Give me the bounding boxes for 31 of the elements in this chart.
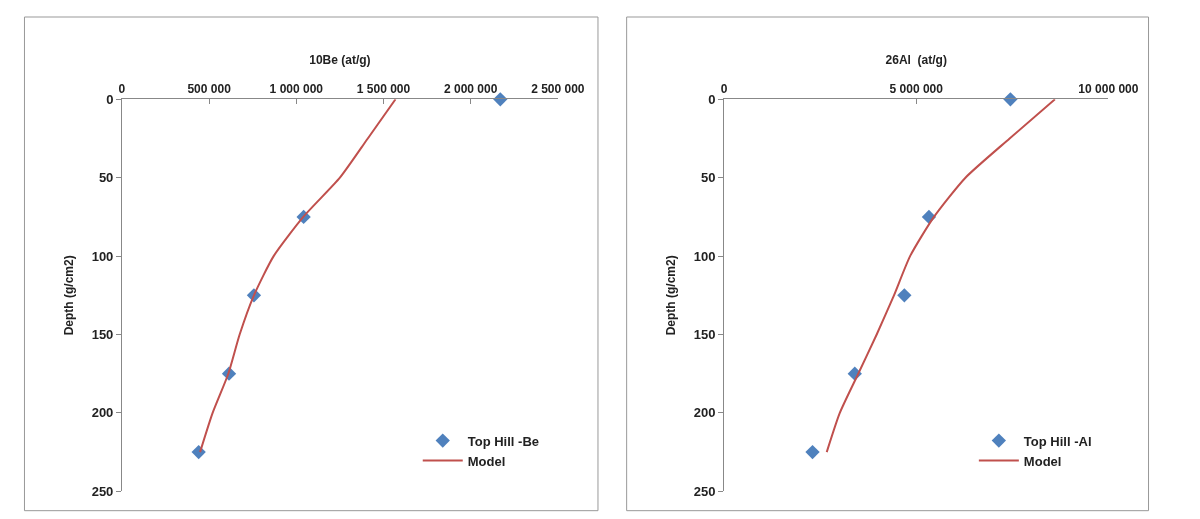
x-axis-title: 10Be (at/g) (309, 52, 371, 67)
legend-label: Model (467, 453, 506, 469)
y-tick-label: 150 (91, 327, 114, 343)
x-tick-label: 500 000 (187, 82, 232, 97)
point (897, 288, 912, 303)
y-axis-title: Depth (g/cm2) (61, 255, 76, 336)
y-axis-title: Depth (g/cm2) (664, 255, 679, 336)
y-tick-label: 100 (91, 248, 114, 264)
y-tick-label: 200 (91, 405, 114, 421)
y-tick-label: 50 (98, 170, 114, 186)
x-tick-label: 0 (118, 82, 126, 97)
x-tick-label: 5 000 000 (889, 82, 944, 97)
point (805, 444, 820, 460)
point (493, 92, 508, 107)
x-tick-label: 2 500 000 (531, 82, 585, 97)
x-tick-label: 1 000 000 (269, 82, 324, 97)
y-tick-label: 100 (693, 248, 716, 264)
y-tick-label: 200 (693, 405, 716, 421)
y-tick-label: 50 (701, 170, 716, 186)
legend-label: Top Hill -Be (467, 433, 540, 449)
x-axis-title: 26Al (at/g) (885, 52, 947, 67)
y-tick-label: 150 (693, 327, 716, 343)
x-tick-label: 2 000 000 (443, 82, 498, 97)
x-tick-label: 0 (720, 82, 728, 97)
x-tick-label: 10 000 000 (1078, 82, 1139, 97)
x-tick-label: 1 500 000 (356, 82, 411, 97)
point (1003, 92, 1018, 107)
y-tick-label: 250 (91, 483, 114, 499)
legend-label: Top Hill -Al (1023, 433, 1092, 449)
legend-label: Model (1023, 453, 1062, 469)
y-tick-label: 250 (693, 483, 716, 499)
